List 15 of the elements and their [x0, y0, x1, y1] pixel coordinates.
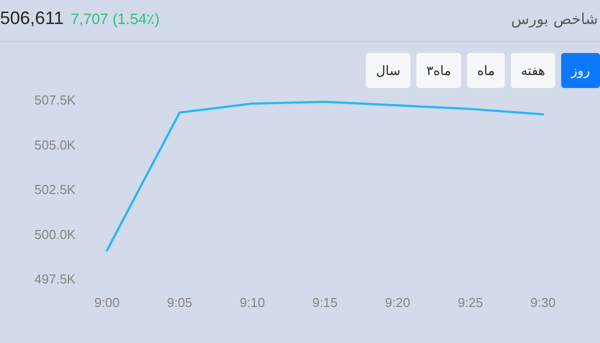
x-tick-label: 9:30 — [530, 295, 556, 310]
y-tick-label: 507.5K — [34, 92, 76, 108]
x-tick-label: 9:15 — [312, 295, 338, 310]
x-tick-label: 9:10 — [240, 295, 266, 310]
x-tick-label: 9:25 — [458, 295, 484, 310]
x-tick-label: 9:20 — [384, 295, 410, 310]
chart-subtitle: 506,611 — [0, 8, 64, 28]
y-tick-label: 505.0K — [34, 137, 76, 152]
y-tick-label: 500.0K — [34, 226, 76, 242]
text: 7,707 (1.54٪) — [70, 11, 160, 28]
chart-title: شاخص بورس — [510, 10, 598, 28]
x-tick-label: 9:00 — [94, 295, 120, 310]
x-tick-label: 9:05 — [166, 295, 192, 310]
y-tick-label: 497.5K — [34, 272, 76, 286]
y-tick-label: 502.5K — [34, 182, 76, 197]
